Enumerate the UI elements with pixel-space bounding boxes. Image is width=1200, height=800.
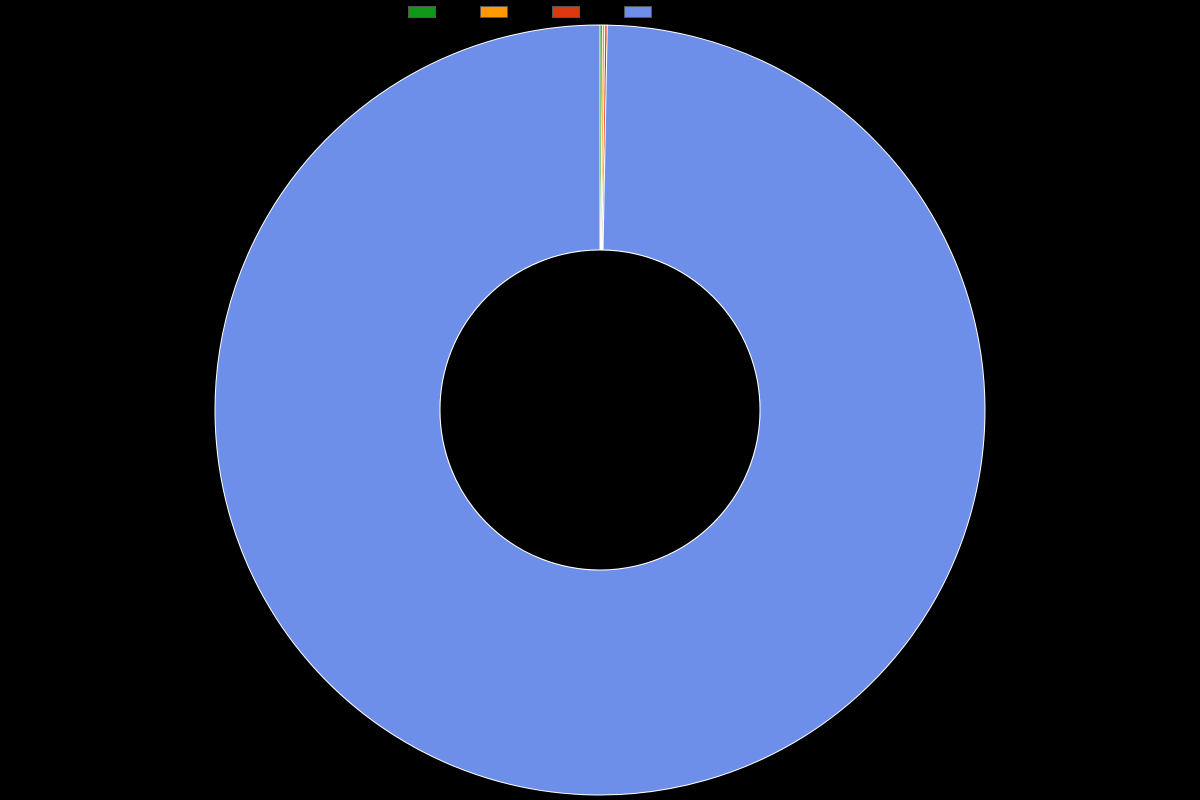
legend-item-1[interactable]: [480, 6, 514, 18]
legend-swatch-icon: [408, 6, 436, 18]
donut-hole: [440, 250, 760, 570]
donut-chart: [213, 23, 987, 797]
legend: [408, 6, 658, 18]
legend-swatch-icon: [480, 6, 508, 18]
legend-swatch-icon: [624, 6, 652, 18]
legend-item-2[interactable]: [552, 6, 586, 18]
donut-svg: [213, 23, 987, 797]
legend-swatch-icon: [552, 6, 580, 18]
legend-item-3[interactable]: [624, 6, 658, 18]
chart-stage: [0, 0, 1200, 800]
legend-item-0[interactable]: [408, 6, 442, 18]
